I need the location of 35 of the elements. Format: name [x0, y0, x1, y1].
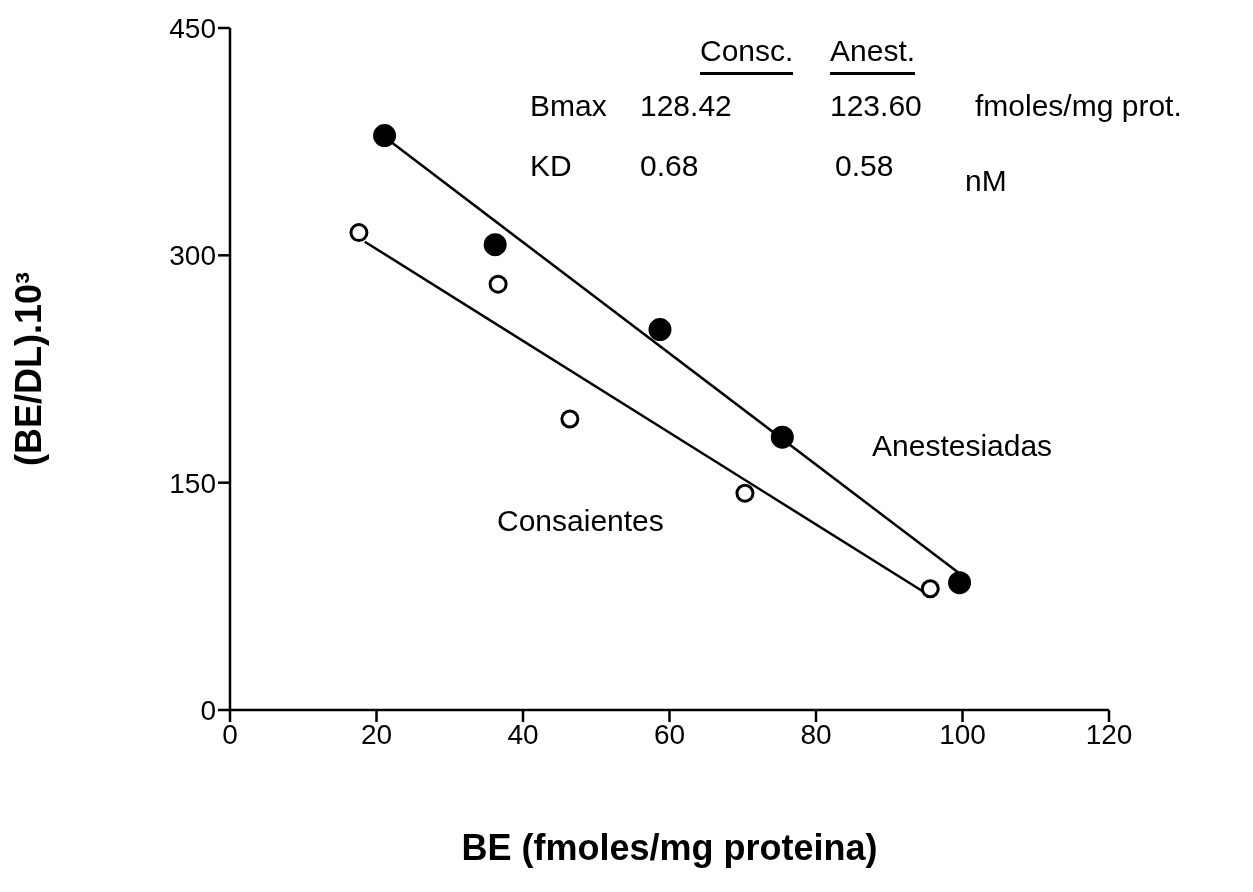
point	[770, 425, 794, 449]
annotation: 0.58	[835, 149, 894, 183]
x-tick-label: 120	[1085, 718, 1133, 750]
annotation: 123.60	[830, 89, 922, 123]
x-tick-label: 20	[360, 718, 393, 750]
point	[948, 571, 972, 595]
x-axis-title: BE (fmoles/mg proteina)	[461, 827, 878, 868]
annotation: KD	[530, 149, 572, 183]
annotation: nM	[965, 164, 1007, 198]
point	[560, 409, 580, 429]
point	[648, 318, 672, 342]
x-tick-label: 0	[222, 718, 238, 750]
annotation: fmoles/mg prot.	[975, 89, 1182, 123]
annotation: 128.42	[640, 89, 732, 123]
y-axis-title: (BE/DL).10³	[7, 271, 49, 467]
x-tick-label: 60	[653, 718, 686, 750]
x-tick-label: 80	[800, 718, 832, 750]
y-tick-label: 150	[169, 467, 216, 499]
y-tick-label: 450	[169, 12, 216, 44]
y-tick-label: 300	[169, 240, 216, 272]
annotation: Anest.	[830, 34, 916, 75]
point	[483, 233, 507, 257]
y-tick-label: 0	[200, 694, 216, 726]
point	[373, 124, 397, 148]
annotation: 0.68	[640, 149, 699, 183]
x-tick-label: 100	[939, 718, 986, 750]
annotation: Anestesiadas	[872, 429, 1053, 463]
x-tick-label: 40	[507, 718, 539, 750]
point	[349, 223, 369, 243]
point	[920, 579, 940, 599]
point	[735, 483, 755, 503]
annotation: Consaientes	[497, 504, 664, 538]
point	[488, 274, 508, 294]
annotation: Consc.	[700, 34, 794, 75]
annotation: Bmax	[530, 89, 607, 123]
